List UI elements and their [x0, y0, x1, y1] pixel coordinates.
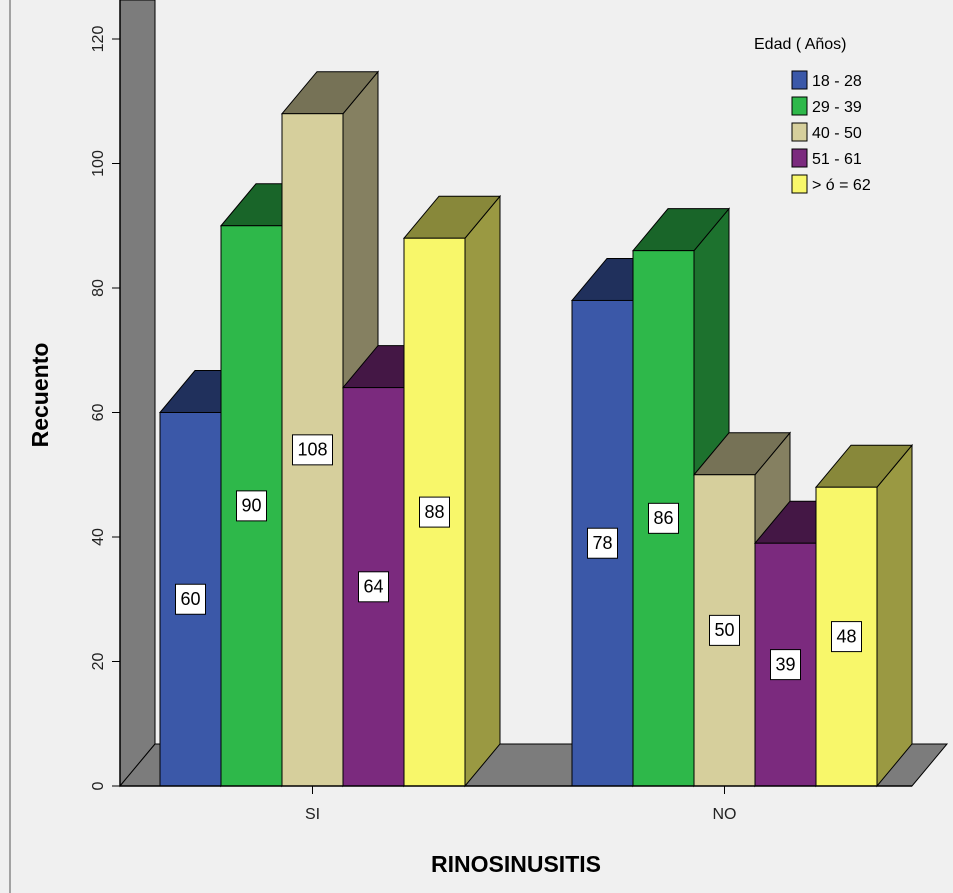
data-label: 60 [180, 589, 200, 609]
data-label-box [709, 614, 740, 646]
legend-label: > ó = 62 [812, 177, 871, 194]
legend-label: 18 - 28 [812, 73, 862, 90]
data-label-box [831, 621, 862, 653]
data-label-box [358, 571, 389, 603]
legend-label: 29 - 39 [812, 99, 862, 116]
bar-no-5: 48 [814, 443, 914, 788]
y-tick-label: 40 [90, 528, 107, 546]
data-label: 64 [363, 577, 383, 597]
bar-side [876, 443, 913, 788]
y-tick-label: 80 [90, 279, 107, 297]
x-tick-label: SI [305, 806, 320, 823]
legend: Edad ( Años) 18 - 28 29 - 39 40 - 50 51 - 6… [754, 36, 871, 194]
side-wall [119, 0, 156, 788]
legend-item: 40 - 50 [791, 122, 862, 142]
legend-title: Edad ( Años) [754, 36, 847, 53]
legend-label: 40 - 50 [812, 125, 862, 142]
legend-swatch [791, 70, 808, 90]
bars: 60 90 108 64 88 78 86 50 39 48 [158, 70, 914, 788]
data-label: 86 [653, 508, 673, 528]
legend-swatch [791, 148, 808, 168]
data-label-box [292, 434, 333, 466]
legend-item: 29 - 39 [791, 96, 862, 116]
data-label: 48 [836, 626, 856, 646]
data-label-box [419, 496, 450, 528]
y-tick-label: 120 [90, 26, 107, 53]
chart-back-wall [119, 0, 156, 788]
data-label: 39 [775, 654, 795, 674]
data-label-box [648, 502, 679, 534]
data-label-box [770, 649, 801, 681]
y-tick-label: 20 [90, 653, 107, 671]
data-label: 78 [592, 533, 612, 553]
y-tick-label: 100 [90, 150, 107, 177]
data-label: 50 [714, 620, 734, 640]
x-axis-title: RINOSINUSITIS [431, 851, 601, 877]
bar-side [464, 194, 501, 788]
legend-item: 18 - 28 [791, 70, 862, 90]
legend-item: > ó = 62 [791, 174, 871, 194]
x-tick-label: NO [713, 806, 737, 823]
y-tick-label: 0 [90, 781, 107, 790]
data-label: 108 [297, 440, 327, 460]
bar-si-5: 88 [402, 194, 502, 788]
x-axis: SI NO [120, 785, 912, 823]
legend-swatch [791, 122, 808, 142]
data-label-box [236, 490, 267, 522]
data-label: 88 [424, 502, 444, 522]
data-label-box [175, 583, 206, 615]
data-label: 90 [241, 496, 261, 516]
legend-item: 51 - 61 [791, 148, 862, 168]
y-tick-label: 60 [90, 404, 107, 422]
y-axis: 0 20 40 60 80 100 120 [90, 0, 121, 790]
legend-swatch [791, 96, 808, 116]
legend-label: 51 - 61 [812, 151, 862, 168]
legend-swatch [791, 174, 808, 194]
data-label-box [587, 527, 618, 559]
y-axis-title: Recuento [27, 343, 53, 448]
